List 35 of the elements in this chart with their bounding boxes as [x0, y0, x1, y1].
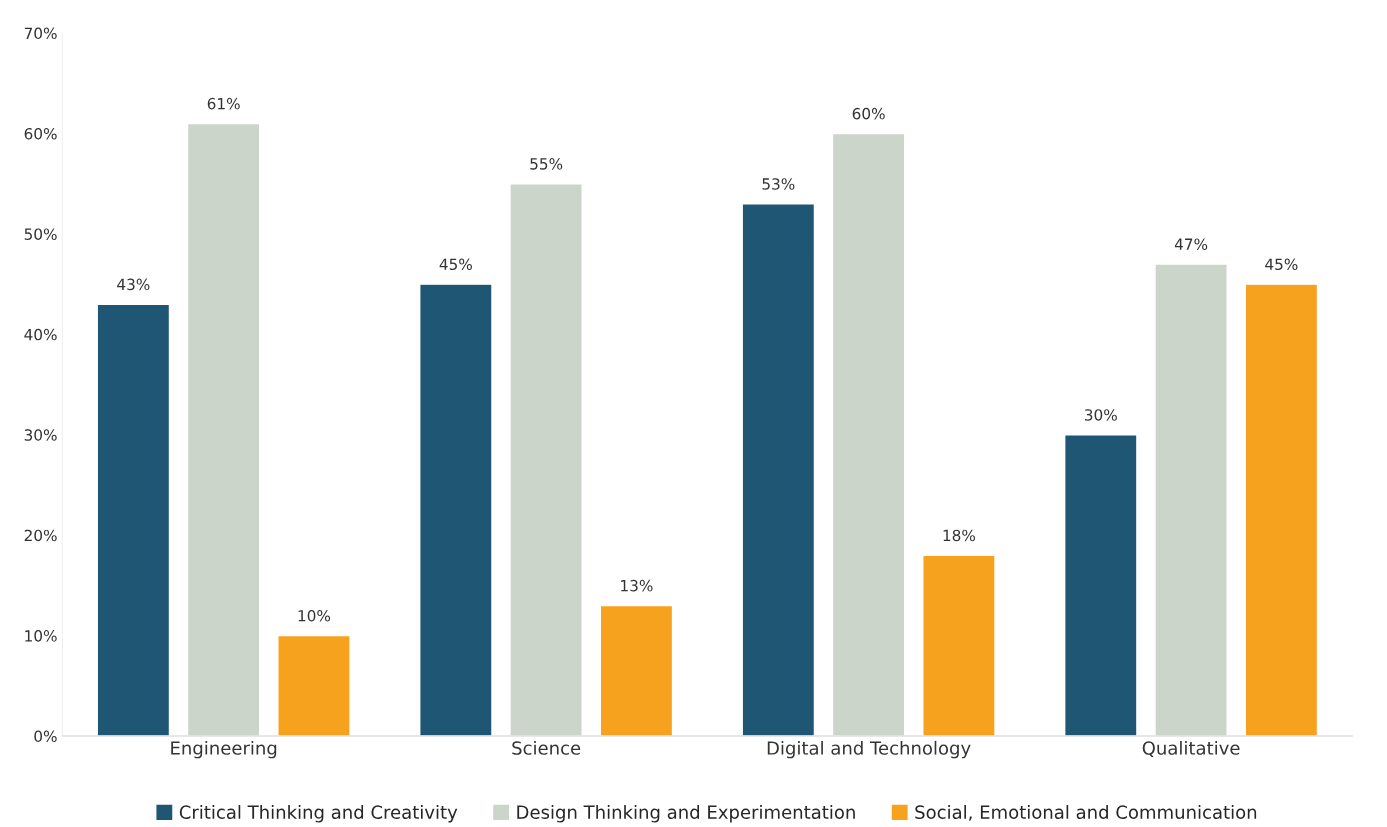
bar	[419, 283, 493, 737]
bar	[277, 634, 351, 737]
y-tick-label: 30%	[24, 429, 57, 441]
x-tick-label: Engineering	[171, 740, 277, 759]
data-label: 61%	[207, 97, 240, 110]
y-tick-label: 70%	[24, 27, 57, 40]
bar	[599, 604, 674, 737]
y-tick-label: 0%	[34, 730, 57, 743]
data-label: 13%	[621, 579, 653, 592]
data-label: 45%	[439, 258, 472, 271]
y-tick-label: 10%	[25, 630, 57, 642]
data-label: 30%	[1084, 409, 1117, 421]
bar	[1063, 434, 1138, 737]
y-tick-label: 40%	[24, 328, 57, 341]
data-label: 45%	[1265, 258, 1298, 271]
bar	[741, 203, 816, 737]
data-label: 47%	[1174, 238, 1208, 250]
data-label: 60%	[852, 107, 885, 120]
data-label: 55%	[530, 158, 563, 170]
x-tick-label: Digital and Technology	[767, 740, 971, 759]
data-label: 10%	[298, 609, 331, 622]
data-label: 53%	[762, 178, 795, 190]
y-tick-label: 50%	[24, 228, 57, 240]
y-tick-label: 60%	[24, 127, 57, 140]
x-tick-label: Qualitative	[1142, 740, 1240, 757]
legend-label: Design Thinking and Experimentation	[517, 805, 855, 823]
bar	[922, 554, 996, 737]
bar	[1244, 283, 1319, 737]
y-tick-label: 20%	[24, 529, 57, 542]
x-tick-label: Science	[512, 740, 581, 755]
bar	[96, 303, 171, 737]
data-label: 18%	[943, 529, 976, 542]
legend-label: Critical Thinking and Creativity	[179, 805, 458, 823]
data-label: 43%	[117, 278, 150, 291]
legend-label: Social, Emotional and Communication	[915, 805, 1257, 821]
